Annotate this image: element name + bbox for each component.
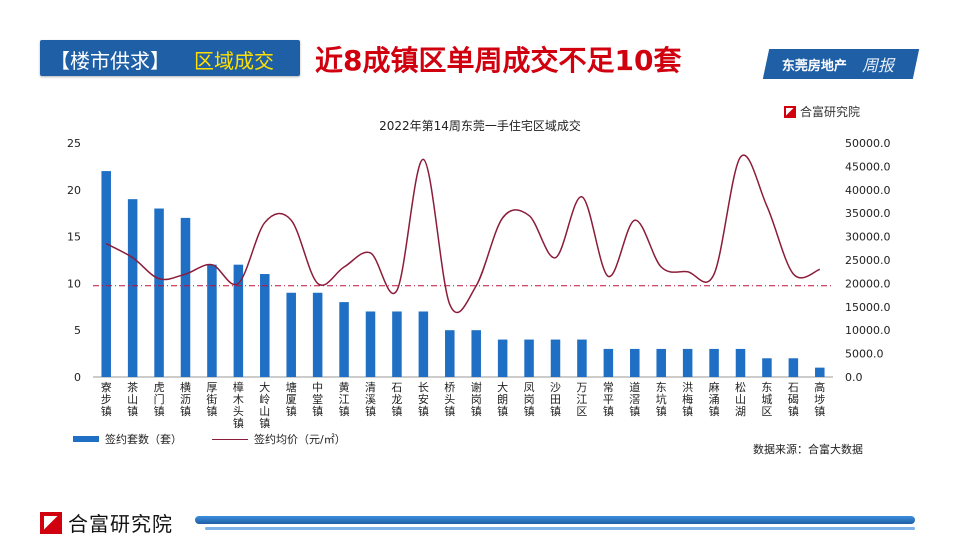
y-right-tick-label: 20000.0 bbox=[845, 277, 891, 290]
footer-logo-text: 合富研究院 bbox=[68, 512, 173, 536]
x-tick-label: 东坑镇 bbox=[656, 381, 667, 418]
bar bbox=[207, 264, 217, 377]
avg-price-line bbox=[105, 154, 821, 314]
x-tick-label: 高埗镇 bbox=[814, 380, 825, 418]
x-tick-label: 沙田镇 bbox=[550, 381, 561, 418]
y-right-tick-label: 5000.0 bbox=[845, 348, 884, 361]
y-left-tick-label: 20 bbox=[67, 184, 81, 197]
bar bbox=[577, 339, 587, 377]
bar bbox=[127, 199, 138, 377]
legend-bar-swatch bbox=[73, 436, 99, 442]
x-tick-label: 黄江镇 bbox=[339, 380, 350, 418]
bar bbox=[101, 171, 111, 377]
bar bbox=[445, 330, 455, 377]
y-right-tick-label: 0.0 bbox=[845, 371, 863, 384]
y-left-tick-label: 15 bbox=[67, 231, 81, 244]
research-logo: 合富研究院 bbox=[784, 103, 860, 120]
bar bbox=[180, 217, 191, 377]
x-tick-label: 万江区 bbox=[576, 381, 587, 418]
x-tick-label: 中堂镇 bbox=[312, 381, 323, 418]
research-logo-text: 合富研究院 bbox=[800, 105, 861, 119]
bar bbox=[709, 348, 719, 377]
legend-line-swatch bbox=[212, 438, 248, 440]
chart-legend: 签约套数（套） 签约均价（元/㎡） bbox=[73, 431, 346, 447]
x-tick-label: 道滘镇 bbox=[629, 380, 640, 418]
bar bbox=[788, 358, 799, 377]
logo-mark-icon bbox=[784, 105, 796, 118]
x-tick-label: 塘厦镇 bbox=[286, 380, 297, 418]
page-headline: 近8成镇区单周成交不足10套 bbox=[315, 44, 682, 77]
x-tick-label: 常平镇 bbox=[603, 381, 614, 418]
y-left-tick-label: 25 bbox=[67, 137, 81, 150]
x-tick-label: 清溪镇 bbox=[365, 381, 376, 418]
section-tag: 【楼市供求】 bbox=[50, 49, 170, 73]
bar bbox=[339, 302, 349, 377]
y-right-tick-label: 15000.0 bbox=[845, 301, 891, 314]
x-tick-label: 寮步镇 bbox=[101, 380, 112, 418]
y-right-tick-label: 30000.0 bbox=[845, 231, 891, 244]
x-tick-label: 厚街镇 bbox=[206, 381, 217, 418]
bar bbox=[682, 348, 693, 377]
x-tick-label: 大朗镇 bbox=[497, 380, 508, 418]
x-tick-label: 长安镇 bbox=[418, 381, 429, 418]
section-subtitle: 区域成交 bbox=[194, 49, 274, 73]
x-tick-label: 茶山镇 bbox=[127, 381, 138, 418]
bar bbox=[154, 208, 164, 377]
bar bbox=[392, 311, 402, 377]
footer-stripe bbox=[195, 516, 915, 524]
y-left-tick-label: 10 bbox=[67, 277, 81, 290]
y-right-tick-label: 25000.0 bbox=[845, 254, 891, 267]
data-source: 数据来源：合富大数据 bbox=[753, 443, 863, 456]
bar bbox=[762, 358, 772, 377]
bar bbox=[656, 348, 666, 377]
legend-bar-label: 签约套数（套） bbox=[105, 433, 182, 446]
bar bbox=[550, 339, 561, 377]
x-tick-label: 松山湖 bbox=[735, 380, 746, 418]
bar bbox=[233, 264, 244, 377]
x-tick-label: 谢岗镇 bbox=[471, 380, 482, 418]
bar bbox=[286, 292, 296, 377]
x-tick-label: 石碣镇 bbox=[788, 381, 799, 418]
x-tick-label: 东城区 bbox=[761, 381, 772, 418]
x-tick-label: 石龙镇 bbox=[391, 381, 402, 418]
footer-logo-icon bbox=[40, 511, 62, 534]
x-tick-label: 大岭山镇 bbox=[259, 380, 270, 430]
y-right-tick-label: 50000.0 bbox=[845, 137, 891, 150]
y-right-tick-label: 45000.0 bbox=[845, 160, 891, 173]
section-header-bar: 【楼市供求】 区域成交 bbox=[40, 40, 300, 76]
x-tick-label: 桥头镇 bbox=[444, 381, 455, 418]
x-tick-label: 横沥镇 bbox=[180, 380, 191, 418]
y-right-tick-label: 40000.0 bbox=[845, 184, 891, 197]
y-left-tick-label: 0 bbox=[74, 371, 81, 384]
bar bbox=[497, 339, 508, 377]
bar bbox=[418, 311, 429, 377]
y-right-tick-label: 35000.0 bbox=[845, 207, 891, 220]
bar bbox=[603, 348, 614, 377]
footer-stripe-thin bbox=[205, 527, 915, 530]
x-tick-label: 樟木头镇 bbox=[233, 380, 244, 430]
chart-title: 2022年第14周东莞一手住宅区域成交 bbox=[379, 119, 581, 133]
bar bbox=[630, 348, 640, 377]
bar bbox=[524, 339, 534, 377]
y-right-tick-label: 10000.0 bbox=[845, 324, 891, 337]
bar bbox=[312, 292, 323, 377]
x-tick-label: 洪梅镇 bbox=[682, 380, 693, 418]
legend-line-label: 签约均价（元/㎡） bbox=[254, 433, 346, 446]
x-tick-label: 麻涌镇 bbox=[709, 380, 720, 418]
bar bbox=[260, 274, 270, 377]
bar bbox=[365, 311, 376, 377]
x-tick-label: 凤岗镇 bbox=[524, 381, 535, 418]
bar bbox=[815, 367, 825, 377]
bar bbox=[471, 330, 481, 377]
footer-logo: 合富研究院 bbox=[40, 508, 173, 537]
bar bbox=[735, 348, 746, 377]
x-tick-label: 虎门镇 bbox=[154, 381, 165, 418]
y-left-tick-label: 5 bbox=[74, 324, 81, 337]
